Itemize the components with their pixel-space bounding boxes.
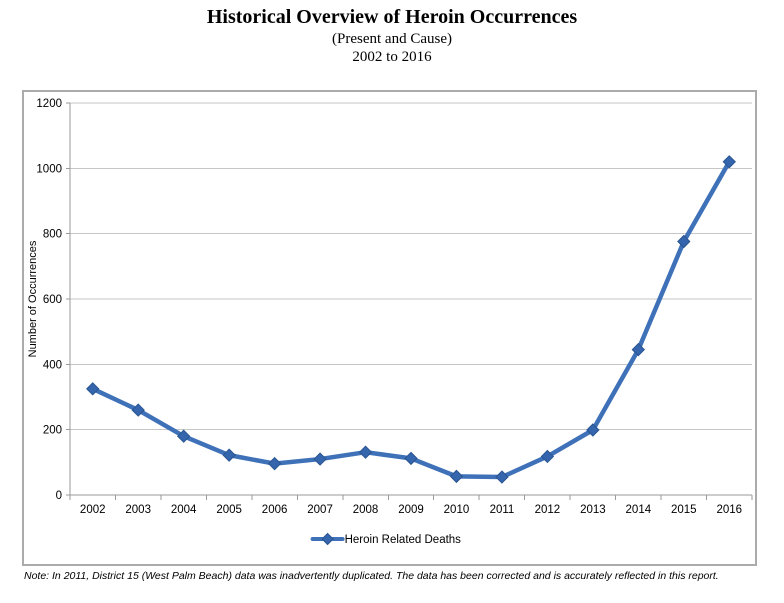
x-tick-label: 2011 [490,504,515,516]
line-chart: 0 200 400 600 800 1000 1200 2002 2003 2004 2005 200… [22,90,757,566]
x-tick-label: 2008 [353,504,379,516]
x-tick-label: 2016 [716,504,742,516]
y-tick-label: 1000 [36,163,62,175]
data-point-marker [722,155,736,169]
data-point-marker [495,470,509,484]
x-tick-label: 2009 [398,504,424,516]
x-tick-label: 2002 [80,504,106,516]
x-tick-label: 2007 [307,504,333,516]
y-tick-label: 0 [56,490,62,502]
y-tick-label: 400 [43,359,62,371]
y-tick-labels: 0 200 400 600 800 1000 1200 [36,98,62,502]
y-tick-label: 800 [43,229,62,241]
data-point-marker [404,451,418,466]
axes [66,102,753,500]
data-point-marker [631,342,646,357]
x-tick-label: 2003 [125,504,151,516]
footnote: Note: In 2011, District 15 (West Palm Be… [24,570,719,582]
x-tick-label: 2005 [216,504,242,516]
chart-title: Historical Overview of Heroin Occurrence… [206,6,578,28]
data-point-marker [131,403,145,417]
data-point-marker [267,456,282,471]
x-tick-label: 2014 [626,504,652,516]
data-point-marker [222,448,236,462]
chart-subtitle-2: 2002 to 2016 [352,49,432,65]
data-point-marker [86,382,100,396]
data-point-marker [358,445,373,459]
chart-title-block: Historical Overview of Heroin Occurrence… [0,4,784,66]
legend-marker-icon [321,532,334,546]
data-point-marker [586,423,600,437]
data-point-marker [313,452,327,466]
x-tick-label: 2013 [580,504,606,516]
x-tick-label: 2010 [444,504,470,516]
y-tick-label: 200 [43,425,62,437]
x-tick-label: 2012 [535,504,561,516]
chart-subtitle-1: (Present and Cause) [332,31,452,47]
data-point-marker [176,429,191,443]
data-point-marker [540,449,555,464]
x-tick-labels: 2002 2003 2004 2005 2006 2007 2008 2009 2010 2011… [80,504,742,516]
legend-label: Heroin Related Deaths [345,534,462,546]
chart-border [22,90,757,566]
legend: Heroin Related Deaths [310,532,462,546]
y-tick-label: 1200 [36,98,62,110]
x-tick-label: 2006 [262,504,288,516]
x-tick-label: 2015 [671,504,697,516]
y-tick-label: 600 [43,294,62,306]
x-tick-label: 2004 [171,504,197,516]
y-axis-title: Number of Occurrences [27,240,39,357]
data-point-marker [677,234,691,249]
series-markers [86,155,736,484]
data-point-marker [449,469,464,484]
